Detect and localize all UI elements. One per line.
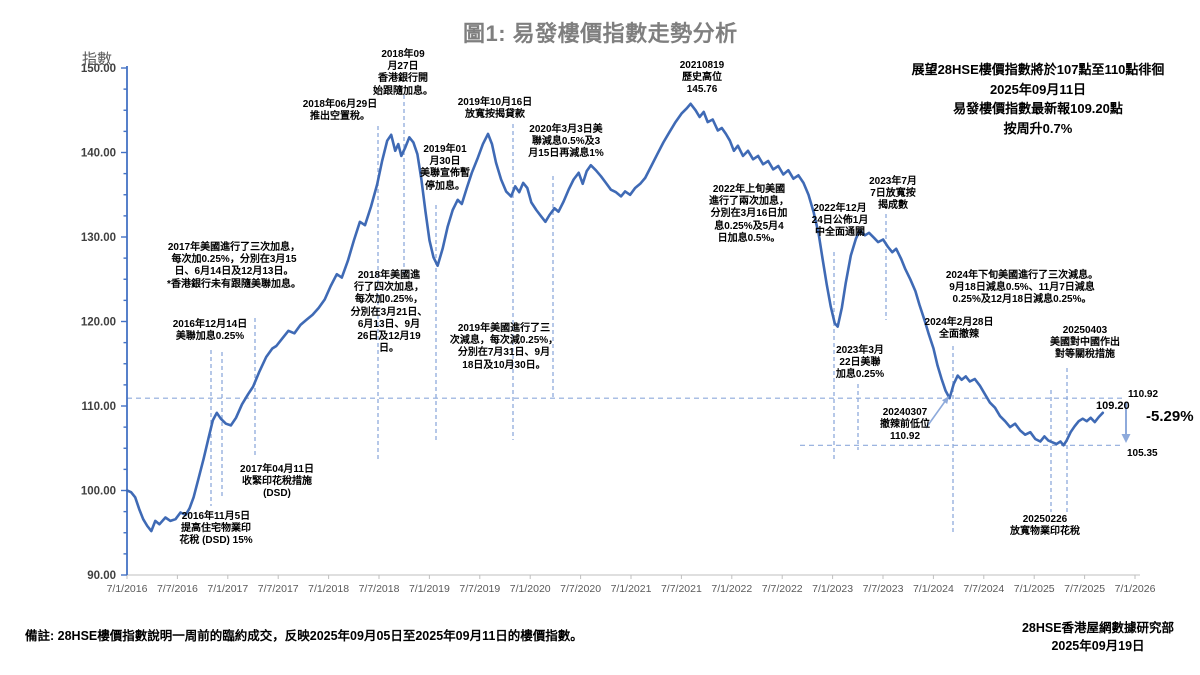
x-tick-label: 7/7/2024 (963, 583, 1004, 595)
y-tick-label: 90.00 (87, 570, 116, 582)
event-annotation: 20250226 放寬物業印花稅 (1010, 514, 1080, 538)
low-pointer-arrow (925, 399, 947, 429)
x-tick-label: 7/1/2017 (207, 583, 248, 595)
x-tick-label: 7/7/2023 (863, 583, 904, 595)
event-annotation: 2016年12月14日 美聯加息0.25% (172, 319, 248, 343)
publisher-block: 28HSE香港屋網數據研究部 2025年09月19日 (1000, 619, 1196, 655)
x-tick-label: 7/7/2017 (258, 583, 299, 595)
publish-date: 2025年09月19日 (1051, 639, 1145, 653)
x-tick-label: 7/1/2022 (711, 583, 752, 595)
forecast-line: 2025年09月11日 (989, 81, 1087, 97)
x-tick-label: 7/7/2018 (359, 583, 400, 595)
x-tick-label: 7/1/2016 (107, 583, 148, 595)
drop-arrow-head (1121, 434, 1131, 443)
x-tick-label: 7/1/2020 (510, 583, 551, 595)
index-line (125, 102, 1105, 533)
event-annotation: 2017年04月11日 收緊印花稅措施 (DSD) (240, 464, 314, 500)
event-annotation: 2022年上旬美國 進行了兩次加息， 分別在3月16日加 息0.25%及5月4 … (709, 184, 789, 244)
forecast-summary: 展望28HSE樓價指數將於107點至110點徘徊 2025年09月11日 易發樓… (878, 60, 1198, 138)
event-annotation: 2023年7月 7日放寬按 揭成數 (869, 176, 917, 212)
event-annotation: 2020年3月3日美 聯減息0.5%及3 月15日再減息1% (528, 124, 604, 160)
x-tick-label: 7/7/2021 (661, 583, 702, 595)
x-tick-label: 7/1/2024 (913, 583, 954, 595)
y-axis-title: 指數 (82, 51, 113, 68)
x-tick-label: 7/1/2025 (1014, 583, 1055, 595)
y-tick-label: 140.00 (81, 148, 116, 160)
event-annotation: 2022年12月 24日公佈1月 中全面通關 (811, 203, 869, 239)
x-tick-label: 7/1/2019 (409, 583, 450, 595)
event-annotation: 2024年下旬美國進行了三次減息。 9月18日減息0.5%、11月7日減息 0.… (945, 270, 1099, 306)
low-pointer-arrow-head (942, 396, 949, 404)
x-tick-label: 7/7/2025 (1064, 583, 1105, 595)
ref-low-label: 105.35 (1127, 448, 1158, 459)
event-annotation: 2016年11月5日 提高住宅物業印 花稅 (DSD) 15% (179, 511, 253, 547)
event-annotation: 2018年09 月27日 香港銀行開 始跟隨加息。 (373, 49, 433, 97)
publisher-name: 28HSE香港屋網數據研究部 (1021, 621, 1175, 635)
event-annotation: 2017年美國進行了三次加息， 每次加0.25%，分別在3月15 日、6月14日… (167, 242, 301, 290)
y-tick-label: 130.00 (81, 232, 116, 244)
event-annotation: 20250403 美國對中國作出 對等關稅措施 (1050, 325, 1120, 361)
event-annotation: 2019年10月16日 放寬按揭貸款 (457, 97, 533, 121)
forecast-line: 展望28HSE樓價指數將於107點至110點徘徊 (911, 62, 1165, 77)
ref-high-label: 110.92 (1128, 389, 1159, 400)
event-annotation: 20210819 歷史高位 145.76 (679, 60, 725, 96)
x-tick-label: 7/1/2023 (812, 583, 853, 595)
x-tick-label: 7/7/2019 (459, 583, 500, 595)
x-tick-label: 7/1/2021 (611, 583, 652, 595)
forecast-line: 按周升0.7% (1003, 120, 1073, 136)
event-annotation: 2018年美國進 行了四次加息， 每次加0.25%， 分別在3月21日、 6月1… (350, 270, 428, 355)
x-tick-label: 7/7/2022 (762, 583, 803, 595)
y-tick-label: 120.00 (81, 317, 116, 329)
x-tick-label: 7/1/2026 (1115, 583, 1156, 595)
x-tick-label: 7/7/2016 (157, 583, 198, 595)
latest-value-label: 109.20 (1096, 400, 1130, 412)
event-annotation: 2024年2月28日 全面撤辣 (924, 317, 994, 341)
percent-change-label: -5.29% (1146, 408, 1194, 425)
y-tick-label: 110.00 (81, 401, 116, 413)
event-annotation: 2019年01 月30日 美聯宣佈暫 停加息。 (420, 144, 470, 192)
chart-title: 圖1: 易發樓價指數走勢分析 (463, 21, 738, 46)
event-annotation: 2019年美國進行了三 次減息，每次減0.25%， 分別在7月31日、9月 18… (449, 323, 559, 371)
event-annotation: 2023年3月 22日美聯 加息0.25% (835, 345, 885, 381)
footnote: 備註: 28HSE樓價指數說明一周前的臨約成交，反映2025年09月05日至20… (25, 629, 583, 643)
event-annotation: 20240307 撤辣前低位 110.92 (880, 407, 930, 443)
event-annotation: 2018年06月29日 推出空置稅。 (302, 99, 378, 123)
forecast-line: 易發樓價指數最新報109.20點 (953, 101, 1123, 116)
y-tick-label: 100.00 (81, 486, 116, 498)
x-tick-label: 7/1/2018 (308, 583, 349, 595)
x-tick-label: 7/7/2020 (560, 583, 601, 595)
y-tick-label: 150.00 (81, 63, 116, 75)
